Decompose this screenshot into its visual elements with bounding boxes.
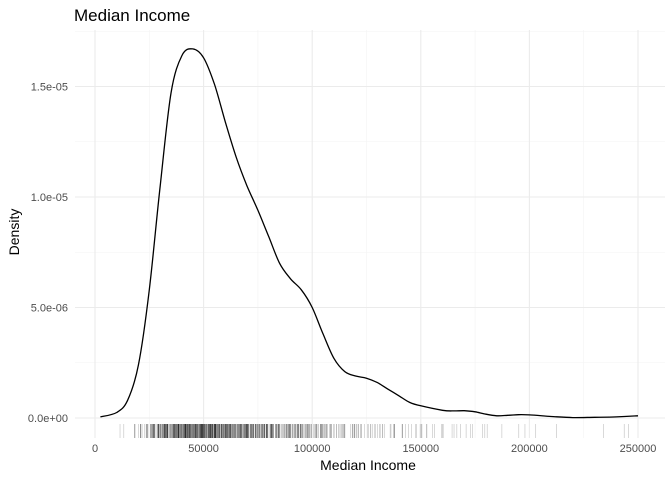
y-axis-title: Density — [6, 209, 22, 256]
x-tick-label: 50000 — [188, 443, 219, 455]
x-tick-label: 150000 — [402, 443, 439, 455]
minor-gridlines — [75, 30, 665, 438]
x-axis-title: Median Income — [320, 457, 416, 473]
x-tick-label: 250000 — [620, 443, 657, 455]
x-axis-tick-labels: 0 50000 100000 150000 200000 250000 — [92, 443, 656, 455]
y-tick-label: 1.5e-05 — [31, 82, 68, 94]
x-tick-label: 0 — [92, 443, 98, 455]
y-tick-label: 5.0e-06 — [31, 303, 68, 315]
rug-marks — [119, 424, 629, 438]
density-curve — [100, 48, 639, 419]
y-axis-tick-labels: 0.0e+00 5.0e-06 1.0e-05 1.5e-05 — [28, 82, 68, 426]
major-gridlines — [75, 30, 665, 438]
chart-title: Median Income — [74, 6, 190, 25]
y-tick-label: 0.0e+00 — [28, 413, 68, 425]
y-tick-label: 1.0e-05 — [31, 192, 68, 204]
x-tick-label: 100000 — [294, 443, 331, 455]
x-tick-label: 200000 — [511, 443, 548, 455]
